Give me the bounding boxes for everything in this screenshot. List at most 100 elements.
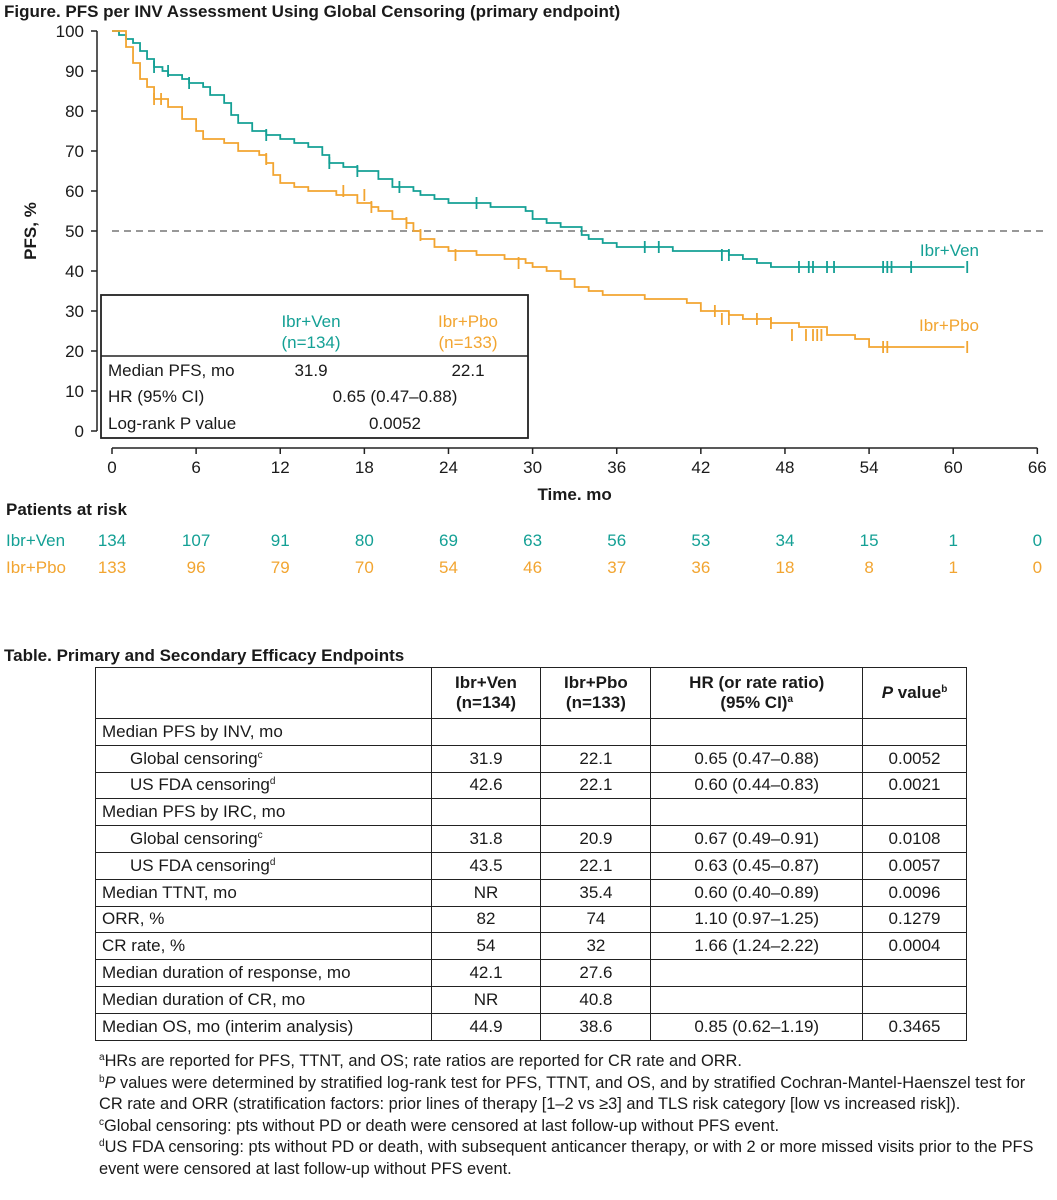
table-title: Table. Primary and Secondary Efficacy En… <box>4 646 405 665</box>
x-tick-label: 42 <box>691 458 710 477</box>
efficacy-table: Ibr+Ven (n=134) Ibr+Pbo (n=133) HR (or rat… <box>95 667 967 1041</box>
inset-table-box <box>100 294 529 439</box>
cell-p-value: 0.0004 <box>862 932 967 961</box>
x-tick-label: 66 <box>1028 458 1047 477</box>
table-header-row: Ibr+Ven (n=134) Ibr+Pbo (n=133) HR (or rat… <box>95 667 967 719</box>
y-tick-label: 0 <box>75 422 84 441</box>
km-chart: 0 10 20 30 40 50 60 70 80 90 100 0 6 12 18 24 30 36 42 48 54… <box>21 22 1047 500</box>
cell-p-value: 0.0052 <box>862 744 967 773</box>
cell-p-value: 0.1279 <box>862 905 967 934</box>
cell-ibr-pbo: 22.1 <box>540 851 652 880</box>
header-empty <box>95 667 432 719</box>
cell-ibr-pbo: 40.8 <box>540 985 652 1014</box>
y-tick-label: 80 <box>65 102 84 121</box>
cell-hr: 1.10 (0.97–1.25) <box>650 905 864 934</box>
row-label: ORR, % <box>95 905 432 934</box>
header-p-value: P valueb <box>862 667 967 719</box>
at-risk-count: 107 <box>181 531 211 550</box>
x-tick-label: 36 <box>607 458 626 477</box>
x-tick-label: 48 <box>775 458 794 477</box>
cell-p-value: 0.3465 <box>862 1012 967 1041</box>
row-label: Median duration of CR, mo <box>95 985 432 1014</box>
cell-ibr-pbo <box>540 718 652 746</box>
cell-hr: 0.60 (0.40–0.89) <box>650 878 864 907</box>
x-tick-label: 6 <box>191 458 200 477</box>
cell-ibr-ven: 44.9 <box>430 1012 542 1041</box>
cell-ibr-ven: 42.1 <box>430 959 542 987</box>
inset-header-ibr-pbo-n: (n=133) <box>438 333 497 352</box>
at-risk-count: 56 <box>607 531 627 550</box>
cell-p-value: 0.0057 <box>862 851 967 880</box>
table-row: ORR, % 82 74 1.10 (0.97–1.25) 0.1279 <box>95 905 967 934</box>
row-label: Global censoringc <box>95 744 432 773</box>
cell-ibr-ven: 82 <box>430 905 542 934</box>
footnotes: aHRs are reported for PFS, TTNT, and OS;… <box>99 1051 1049 1181</box>
header-ibr-pbo: Ibr+Pbo (n=133) <box>540 667 652 719</box>
at-risk-count: 53 <box>691 531 711 550</box>
x-tick-label: 30 <box>523 458 542 477</box>
cell-hr: 1.66 (1.24–2.22) <box>650 932 864 961</box>
row-label: US FDA censoringd <box>95 771 432 800</box>
at-risk-count: 134 <box>97 531 127 550</box>
inset-row-label: Median PFS, mo <box>108 361 235 380</box>
cell-hr: 0.85 (0.62–1.19) <box>650 1012 864 1041</box>
at-risk-count: 69 <box>439 531 458 550</box>
table-row: Global censoringc 31.9 22.1 0.65 (0.47–0.88… <box>95 744 967 773</box>
cell-hr <box>650 798 864 827</box>
cell-ibr-pbo: 22.1 <box>540 771 652 800</box>
inset-row-label: Log-rank P value <box>108 414 236 433</box>
at-risk-count: 37 <box>607 558 627 577</box>
cell-hr: 0.60 (0.44–0.83) <box>650 771 864 800</box>
at-risk-count: 70 <box>354 558 374 577</box>
cell-ibr-ven <box>430 718 542 746</box>
cell-p-value <box>862 718 967 746</box>
at-risk-count: 0 <box>1032 558 1043 577</box>
table-row: Global censoringc 31.8 20.9 0.67 (0.49–0.91… <box>95 825 967 853</box>
row-label: Global censoringc <box>95 825 432 853</box>
cell-hr: 0.67 (0.49–0.91) <box>650 825 864 853</box>
series-line-ibr-ven <box>112 30 965 268</box>
cell-ibr-pbo: 35.4 <box>540 878 652 907</box>
cell-hr <box>650 985 864 1014</box>
y-tick-label: 70 <box>65 142 84 161</box>
cell-ibr-pbo: 32 <box>540 932 652 961</box>
at-risk-count: 8 <box>864 558 874 577</box>
at-risk-label: Ibr+Pbo <box>6 558 67 577</box>
cell-ibr-ven: 43.5 <box>430 851 542 880</box>
cell-ibr-ven: 54 <box>430 932 542 961</box>
cell-ibr-ven: 42.6 <box>430 771 542 800</box>
cell-ibr-ven: 31.9 <box>430 744 542 773</box>
at-risk-count: 80 <box>354 531 374 550</box>
row-label: CR rate, % <box>95 932 432 961</box>
x-tick-label: 24 <box>439 458 458 477</box>
y-tick-label: 40 <box>65 262 84 281</box>
row-label: Median PFS by INV, mo <box>95 718 432 746</box>
y-tick-label: 10 <box>65 382 84 401</box>
at-risk-label: Ibr+Ven <box>6 531 66 550</box>
cell-ibr-ven: NR <box>430 985 542 1014</box>
end-label-ibr-ven: Ibr+Ven <box>920 241 979 260</box>
at-risk-count: 96 <box>186 558 206 577</box>
header-hr: HR (or rate ratio) (95% CI)a <box>650 667 864 719</box>
cell-hr <box>650 718 864 746</box>
cell-ibr-pbo: 22.1 <box>540 744 652 773</box>
inset-row-label: HR (95% CI) <box>108 387 204 406</box>
series-line-ibr-pbo <box>112 30 965 348</box>
at-risk-count: 46 <box>523 558 543 577</box>
end-label-ibr-pbo: Ibr+Pbo <box>919 316 979 335</box>
cell-hr <box>650 959 864 987</box>
at-risk-count: 1 <box>948 558 958 577</box>
table-row: Median TTNT, mo NR 35.4 0.60 (0.40–0.89) 0.0… <box>95 878 967 907</box>
at-risk-row-ibr-pbo: Ibr+Pbo 133 96 79 70 54 46 37 36 18 8 1 0 <box>0 558 1057 582</box>
y-tick-label: 100 <box>56 22 84 41</box>
x-tick-label: 54 <box>860 458 879 477</box>
cell-p-value <box>862 798 967 827</box>
y-tick-label: 50 <box>65 222 84 241</box>
at-risk-count: 63 <box>523 531 543 550</box>
row-label: Median duration of response, mo <box>95 959 432 987</box>
cell-p-value <box>862 985 967 1014</box>
x-tick-label: 18 <box>355 458 374 477</box>
footnote: aHRs are reported for PFS, TTNT, and OS;… <box>99 1052 742 1070</box>
at-risk-count: 34 <box>775 531 795 550</box>
cell-p-value: 0.0108 <box>862 825 967 853</box>
